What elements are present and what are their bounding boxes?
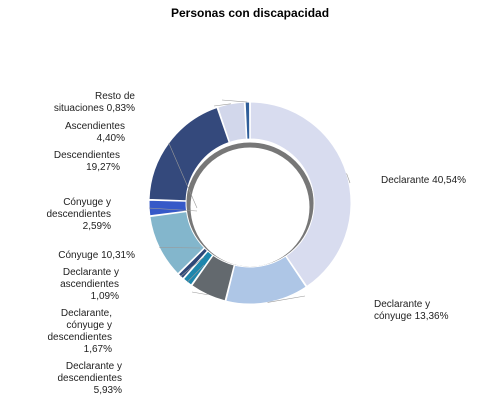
leader-line-6	[159, 247, 201, 249]
leader-line-10	[221, 99, 248, 103]
slice-label-1: Declarante 40,54%	[381, 175, 467, 186]
slice-label-6: Cónyuge 10,31%	[58, 250, 135, 261]
leader-line-5	[180, 256, 205, 277]
leader-line-4	[187, 264, 205, 283]
pie-slice-5[interactable]	[177, 247, 209, 280]
slice-label-2: Declarante y cónyuge 13,36%	[374, 299, 449, 322]
pie-slice-6[interactable]	[149, 211, 205, 275]
slice-label-10: Resto de situaciones 0,83%	[53, 91, 135, 114]
chart-title: Personas con discapacidad	[170, 6, 330, 20]
slice-label-3: Declarante y descendientes 5,93%	[57, 361, 123, 396]
slice-label-5: Declarante y ascendientes 1,09%	[60, 267, 119, 302]
pie-slice-1[interactable]	[249, 101, 352, 288]
pie-slice-3[interactable]	[191, 254, 235, 302]
slice-label-9: Ascendientes 4,40%	[64, 121, 125, 144]
slice-label-4: Declarante, cónyuge y descendientes 1,67…	[47, 308, 113, 355]
leader-line-3	[191, 291, 208, 296]
pie-slice-4[interactable]	[182, 250, 214, 286]
leader-line-9	[213, 103, 231, 107]
leader-line-1	[346, 173, 351, 184]
slice-label-8: Descendientes 19,27%	[53, 150, 120, 173]
pie-slice-2[interactable]	[225, 255, 307, 305]
pie-slice-9[interactable]	[217, 101, 247, 143]
leader-line-2	[267, 295, 306, 303]
leader-line-8	[168, 142, 198, 209]
leader-line-7	[149, 207, 198, 212]
pie-slice-8[interactable]	[148, 106, 230, 202]
slice-label-7: Cónyuge y descendientes 2,59%	[46, 197, 112, 232]
